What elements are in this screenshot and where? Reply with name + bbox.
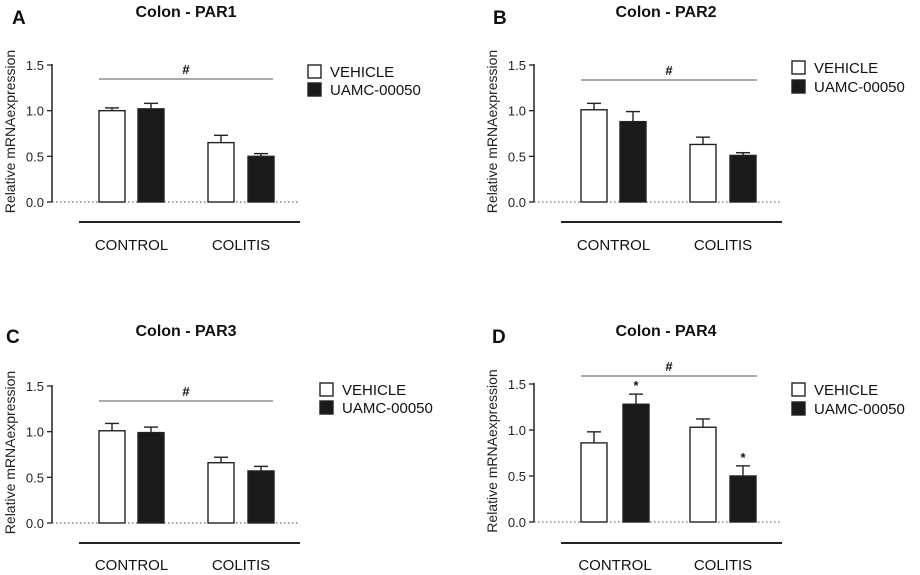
legend-label: UAMC-00050 [814,401,905,418]
significance-marker: # [665,63,673,78]
x-category-label: COLITIS [212,557,270,574]
panel-letter: B [493,8,507,29]
legend-label: VEHICLE [342,382,406,399]
x-category-label: CONTROL [95,237,168,254]
chart-title: Colon - PAR3 [135,323,236,340]
bar-uamc-control [137,431,165,524]
bar-vehicle-control [98,430,126,524]
bar-vehicle-colitis [689,426,717,523]
bar-significance-marker: * [633,378,639,393]
bar-vehicle-control [98,109,126,203]
bar-uamc-colitis [247,155,275,203]
legend-label: UAMC-00050 [342,400,433,417]
legend-swatch [319,400,334,415]
bar-vehicle-colitis [689,143,717,203]
y-tick-label: 0.5 [26,149,44,164]
panel-letter: D [492,327,506,348]
y-tick-label: 1.0 [508,423,526,438]
bar-uamc-control [619,120,647,203]
legend-label: VEHICLE [814,382,878,399]
y-tick-label: 0.5 [508,469,526,484]
x-category-label: COLITIS [212,237,270,254]
legend-swatch [791,382,806,397]
significance-marker: # [182,384,190,399]
y-axis-label: Relative mRNAexpression [484,50,500,213]
bar-vehicle-colitis [207,141,235,203]
legend-label: UAMC-00050 [330,82,421,99]
bar-uamc-colitis [729,154,757,203]
legend-swatch [791,401,806,416]
bar-significance-marker: * [740,450,746,465]
x-category-label: COLITIS [694,237,752,254]
y-tick-label: 1.5 [26,379,44,394]
legend-label: UAMC-00050 [814,79,905,96]
legend-label: VEHICLE [330,64,394,81]
x-category-label: CONTROL [577,237,650,254]
y-tick-label: 0.0 [26,195,44,210]
legend-label: VEHICLE [814,60,878,77]
x-category-label: CONTROL [578,557,651,574]
chart-panel-d: D Colon - PAR4 Relative mRNAexpression 0.0 0… [484,323,905,574]
x-category-label: COLITIS [694,557,752,574]
panel-letter: A [12,8,26,29]
bar-vehicle-control [580,109,608,203]
bar-uamc-control [622,403,650,523]
bar-uamc-colitis [729,475,757,523]
chart-panel-c: C Colon - PAR3 Relative mRNAexpression 0.0 0… [2,323,433,574]
y-tick-label: 0.0 [26,516,44,531]
legend-swatch [307,64,322,79]
y-tick-label: 1.0 [26,104,44,119]
y-tick-label: 1.0 [26,425,44,440]
chart-title: Colon - PAR4 [615,323,716,340]
bar-uamc-control [137,108,165,203]
y-tick-label: 1.5 [508,58,526,73]
y-axis-label: Relative mRNAexpression [484,369,500,532]
legend-swatch [319,382,334,397]
panel-letter: C [6,327,20,348]
bar-vehicle-colitis [207,462,235,524]
significance-marker: # [665,359,673,374]
y-tick-label: 0.0 [508,195,526,210]
y-tick-label: 1.5 [508,377,526,392]
y-axis-label: Relative mRNAexpression [2,371,18,534]
y-tick-label: 0.5 [508,149,526,164]
y-tick-label: 0.5 [26,470,44,485]
chart-title: Colon - PAR1 [135,4,236,21]
y-axis-label: Relative mRNAexpression [2,50,18,213]
x-category-label: CONTROL [95,557,168,574]
legend-swatch [307,82,322,97]
significance-marker: # [182,62,190,77]
y-tick-label: 1.5 [26,58,44,73]
bar-uamc-colitis [247,470,275,524]
y-tick-label: 1.0 [508,104,526,119]
legend-swatch [791,60,806,75]
bar-vehicle-control [580,442,608,523]
chart-panel-a: A Colon - PAR1 Relative mRNAexpression 0.0 0… [2,4,421,254]
chart-panel-b: B Colon - PAR2 Relative mRNAexpression 0.0 0… [484,4,905,254]
chart-title: Colon - PAR2 [615,4,716,21]
legend-swatch [791,79,806,94]
y-tick-label: 0.0 [508,515,526,530]
